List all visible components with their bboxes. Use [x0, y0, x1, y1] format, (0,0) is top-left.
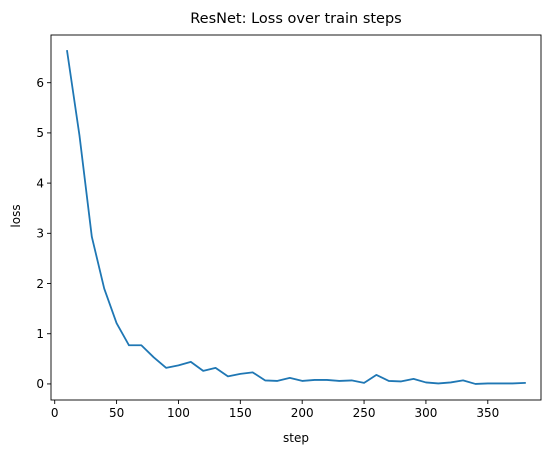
- x-tick-label: 150: [229, 406, 252, 420]
- y-tick-label: 5: [36, 126, 44, 140]
- plot-frame: [50, 34, 542, 401]
- y-tick-label: 3: [36, 227, 44, 241]
- x-axis-label: step: [283, 431, 309, 445]
- x-tick-label: 0: [51, 406, 59, 420]
- y-tick-label: 0: [36, 377, 44, 391]
- series-line-0: [66, 50, 526, 385]
- y-tick-label: 4: [36, 176, 44, 190]
- x-tick-label: 100: [167, 406, 190, 420]
- plot-area: [66, 50, 526, 385]
- y-tick-label: 6: [36, 76, 44, 90]
- y-tick-label: 2: [36, 277, 44, 291]
- x-tick-label: 250: [353, 406, 376, 420]
- chart-title: ResNet: Loss over train steps: [190, 11, 401, 27]
- x-tick-label: 350: [476, 406, 499, 420]
- x-tick-label: 50: [109, 406, 124, 420]
- axes: 0 50 100 150 200 250 300 350 0 1 2 3 4 5 6: [36, 34, 542, 420]
- y-tick-label: 1: [36, 327, 44, 341]
- x-tick-label: 300: [414, 406, 437, 420]
- x-tick-label: 200: [291, 406, 314, 420]
- y-axis-label: loss: [9, 204, 23, 227]
